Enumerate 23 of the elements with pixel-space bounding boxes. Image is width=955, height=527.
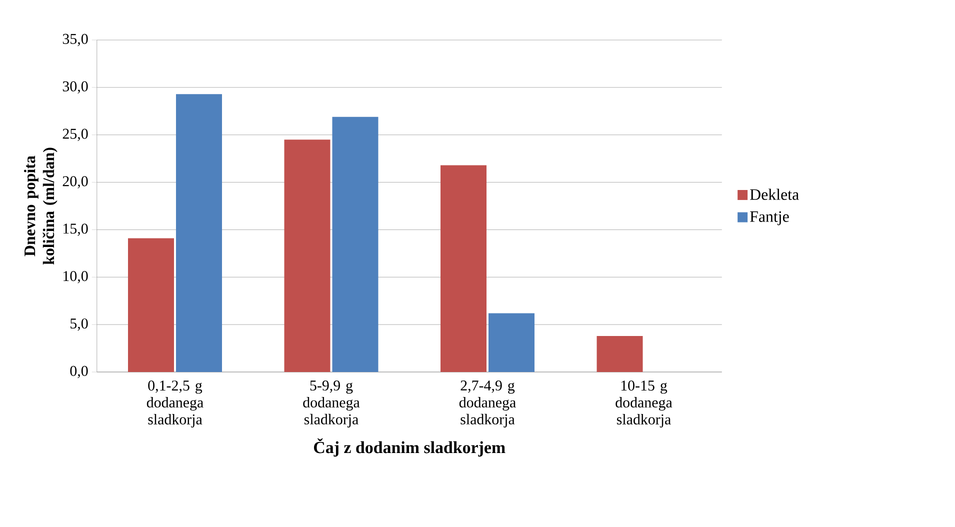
- x-tick-label: 10-15 g dodanega sladkorja: [616, 380, 672, 428]
- y-tick-label: 35,0: [62, 34, 88, 46]
- x-tick-label: 5-9,9 g dodanega sladkorja: [303, 380, 360, 428]
- bar: [332, 116, 378, 372]
- bar: [596, 336, 643, 372]
- x-tick-label: 2,7-4,9 g dodanega sladkorja: [459, 380, 516, 428]
- legend-label: Dekleta: [750, 188, 799, 200]
- y-tick-label: 20,0: [62, 176, 88, 188]
- bar: [440, 165, 487, 372]
- bar: [176, 94, 222, 372]
- y-tick-label: 30,0: [62, 81, 88, 94]
- legend-label: Fantje: [750, 211, 789, 226]
- bar: [128, 238, 174, 372]
- y-tick-label: 15,0: [64, 224, 88, 236]
- y-tick-label: 10,0: [64, 271, 88, 284]
- y-tick-label: 0,0: [70, 366, 88, 378]
- y-tick-label: 25,0: [62, 128, 88, 141]
- x-tick-label: 0,1-2,5 g dodanega sladkorja: [146, 380, 204, 428]
- bar: [284, 140, 330, 372]
- bar: [488, 313, 534, 372]
- y-tick-label: 5,0: [70, 318, 88, 331]
- y-axis-title: Dnevno popita količina (ml/dan): [24, 148, 58, 265]
- x-axis-title: Čaj z dodanim sladkorjem: [314, 438, 506, 457]
